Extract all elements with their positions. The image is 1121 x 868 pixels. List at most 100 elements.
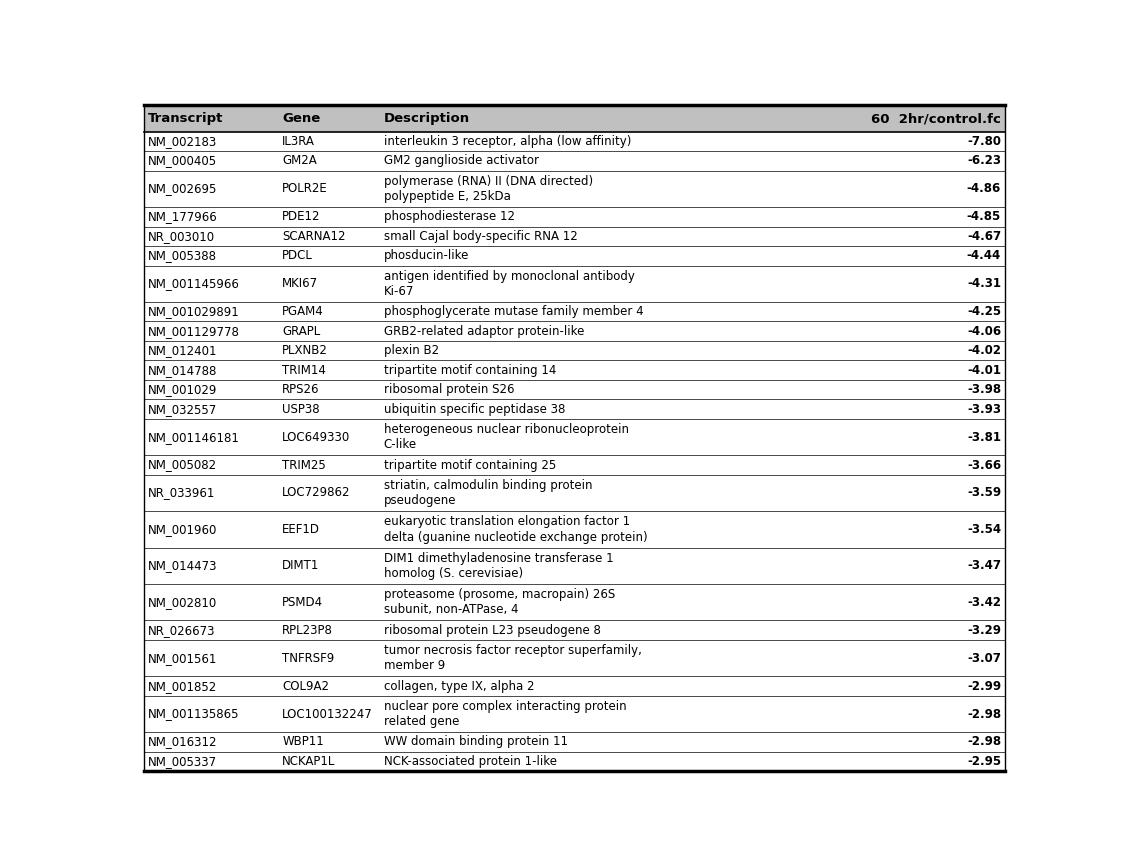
Text: NM_005388: NM_005388 [148, 249, 217, 262]
Text: tripartite motif containing 14: tripartite motif containing 14 [383, 364, 556, 377]
Text: NR_003010: NR_003010 [148, 230, 215, 243]
Text: tumor necrosis factor receptor superfamily,
member 9: tumor necrosis factor receptor superfami… [383, 644, 641, 673]
Text: NM_005082: NM_005082 [148, 458, 217, 471]
Text: ribosomal protein S26: ribosomal protein S26 [383, 383, 515, 396]
Text: -4.44: -4.44 [966, 249, 1001, 262]
Text: NM_000405: NM_000405 [148, 155, 217, 168]
Text: plexin B2: plexin B2 [383, 345, 438, 358]
Text: -2.98: -2.98 [967, 707, 1001, 720]
Text: USP38: USP38 [282, 403, 319, 416]
Text: 60  2hr/control.fc: 60 2hr/control.fc [871, 112, 1001, 125]
Text: TRIM14: TRIM14 [282, 364, 326, 377]
Text: LOC729862: LOC729862 [282, 486, 351, 499]
Text: NM_001145966: NM_001145966 [148, 277, 240, 290]
Text: WW domain binding protein 11: WW domain binding protein 11 [383, 735, 567, 748]
Bar [145, 106, 1004, 132]
Text: LOC649330: LOC649330 [282, 431, 351, 444]
Text: SCARNA12: SCARNA12 [282, 230, 345, 243]
Text: GM2A: GM2A [282, 155, 317, 168]
Text: GM2 ganglioside activator: GM2 ganglioside activator [383, 155, 538, 168]
Text: NM_001129778: NM_001129778 [148, 325, 240, 338]
Text: NM_001029: NM_001029 [148, 383, 217, 396]
Text: -4.85: -4.85 [966, 210, 1001, 223]
Text: small Cajal body-specific RNA 12: small Cajal body-specific RNA 12 [383, 230, 577, 243]
Text: heterogeneous nuclear ribonucleoprotein
C-like: heterogeneous nuclear ribonucleoprotein … [383, 423, 629, 451]
Text: NM_001852: NM_001852 [148, 680, 217, 693]
Text: -3.29: -3.29 [967, 624, 1001, 636]
Text: NCKAP1L: NCKAP1L [282, 755, 335, 768]
Text: proteasome (prosome, macropain) 26S
subunit, non-ATPase, 4: proteasome (prosome, macropain) 26S subu… [383, 588, 614, 616]
Text: RPS26: RPS26 [282, 383, 319, 396]
Text: -4.02: -4.02 [967, 345, 1001, 358]
Text: NM_012401: NM_012401 [148, 345, 217, 358]
Text: NM_002810: NM_002810 [148, 595, 217, 608]
Text: -3.07: -3.07 [967, 652, 1001, 665]
Text: POLR2E: POLR2E [282, 182, 327, 195]
Text: -3.42: -3.42 [967, 595, 1001, 608]
Text: tripartite motif containing 25: tripartite motif containing 25 [383, 458, 556, 471]
Text: -3.98: -3.98 [967, 383, 1001, 396]
Text: collagen, type IX, alpha 2: collagen, type IX, alpha 2 [383, 680, 534, 693]
Text: LOC100132247: LOC100132247 [282, 707, 373, 720]
Text: NM_002695: NM_002695 [148, 182, 217, 195]
Text: -3.59: -3.59 [967, 486, 1001, 499]
Text: -3.66: -3.66 [967, 458, 1001, 471]
Text: EEF1D: EEF1D [282, 523, 321, 536]
Text: NM_005337: NM_005337 [148, 755, 217, 768]
Text: phosducin-like: phosducin-like [383, 249, 469, 262]
Text: -7.80: -7.80 [967, 135, 1001, 148]
Text: antigen identified by monoclonal antibody
Ki-67: antigen identified by monoclonal antibod… [383, 270, 634, 298]
Text: -3.81: -3.81 [967, 431, 1001, 444]
Text: MKI67: MKI67 [282, 277, 318, 290]
Text: COL9A2: COL9A2 [282, 680, 330, 693]
Text: -3.93: -3.93 [967, 403, 1001, 416]
Text: ribosomal protein L23 pseudogene 8: ribosomal protein L23 pseudogene 8 [383, 624, 601, 636]
Text: PLXNB2: PLXNB2 [282, 345, 328, 358]
Text: -4.06: -4.06 [967, 325, 1001, 338]
Text: NM_177966: NM_177966 [148, 210, 217, 223]
Text: Gene: Gene [282, 112, 321, 125]
Text: -3.54: -3.54 [967, 523, 1001, 536]
Text: -2.98: -2.98 [967, 735, 1001, 748]
Text: -4.01: -4.01 [967, 364, 1001, 377]
Text: NM_001135865: NM_001135865 [148, 707, 240, 720]
Text: DIM1 dimethyladenosine transferase 1
homolog (S. cerevisiae): DIM1 dimethyladenosine transferase 1 hom… [383, 551, 613, 580]
Text: Transcript: Transcript [148, 112, 223, 125]
Text: TRIM25: TRIM25 [282, 458, 326, 471]
Text: -4.67: -4.67 [967, 230, 1001, 243]
Text: NR_026673: NR_026673 [148, 624, 215, 636]
Text: -3.47: -3.47 [967, 559, 1001, 572]
Text: TNFRSF9: TNFRSF9 [282, 652, 334, 665]
Text: -6.23: -6.23 [967, 155, 1001, 168]
Text: NCK-associated protein 1-like: NCK-associated protein 1-like [383, 755, 557, 768]
Text: WBP11: WBP11 [282, 735, 324, 748]
Text: NR_033961: NR_033961 [148, 486, 215, 499]
Text: NM_014473: NM_014473 [148, 559, 217, 572]
Text: PDCL: PDCL [282, 249, 313, 262]
Text: GRB2-related adaptor protein-like: GRB2-related adaptor protein-like [383, 325, 584, 338]
Text: NM_001561: NM_001561 [148, 652, 217, 665]
Text: NM_014788: NM_014788 [148, 364, 217, 377]
Text: PDE12: PDE12 [282, 210, 321, 223]
Text: interleukin 3 receptor, alpha (low affinity): interleukin 3 receptor, alpha (low affin… [383, 135, 631, 148]
Text: DIMT1: DIMT1 [282, 559, 319, 572]
Text: -4.31: -4.31 [967, 277, 1001, 290]
Text: eukaryotic translation elongation factor 1
delta (guanine nucleotide exchange pr: eukaryotic translation elongation factor… [383, 515, 647, 543]
Text: NM_001960: NM_001960 [148, 523, 217, 536]
Text: NM_016312: NM_016312 [148, 735, 217, 748]
Text: NM_002183: NM_002183 [148, 135, 217, 148]
Text: polymerase (RNA) II (DNA directed)
polypeptide E, 25kDa: polymerase (RNA) II (DNA directed) polyp… [383, 174, 593, 203]
Text: -2.99: -2.99 [967, 680, 1001, 693]
Text: -4.86: -4.86 [966, 182, 1001, 195]
Text: striatin, calmodulin binding protein
pseudogene: striatin, calmodulin binding protein pse… [383, 479, 592, 507]
Text: ubiquitin specific peptidase 38: ubiquitin specific peptidase 38 [383, 403, 565, 416]
Text: nuclear pore complex interacting protein
related gene: nuclear pore complex interacting protein… [383, 700, 627, 728]
Text: -4.25: -4.25 [967, 306, 1001, 319]
Text: Description: Description [383, 112, 470, 125]
Text: IL3RA: IL3RA [282, 135, 315, 148]
Text: NM_001029891: NM_001029891 [148, 306, 240, 319]
Text: -2.95: -2.95 [967, 755, 1001, 768]
Text: NM_032557: NM_032557 [148, 403, 217, 416]
Text: phosphodiesterase 12: phosphodiesterase 12 [383, 210, 515, 223]
Text: PSMD4: PSMD4 [282, 595, 323, 608]
